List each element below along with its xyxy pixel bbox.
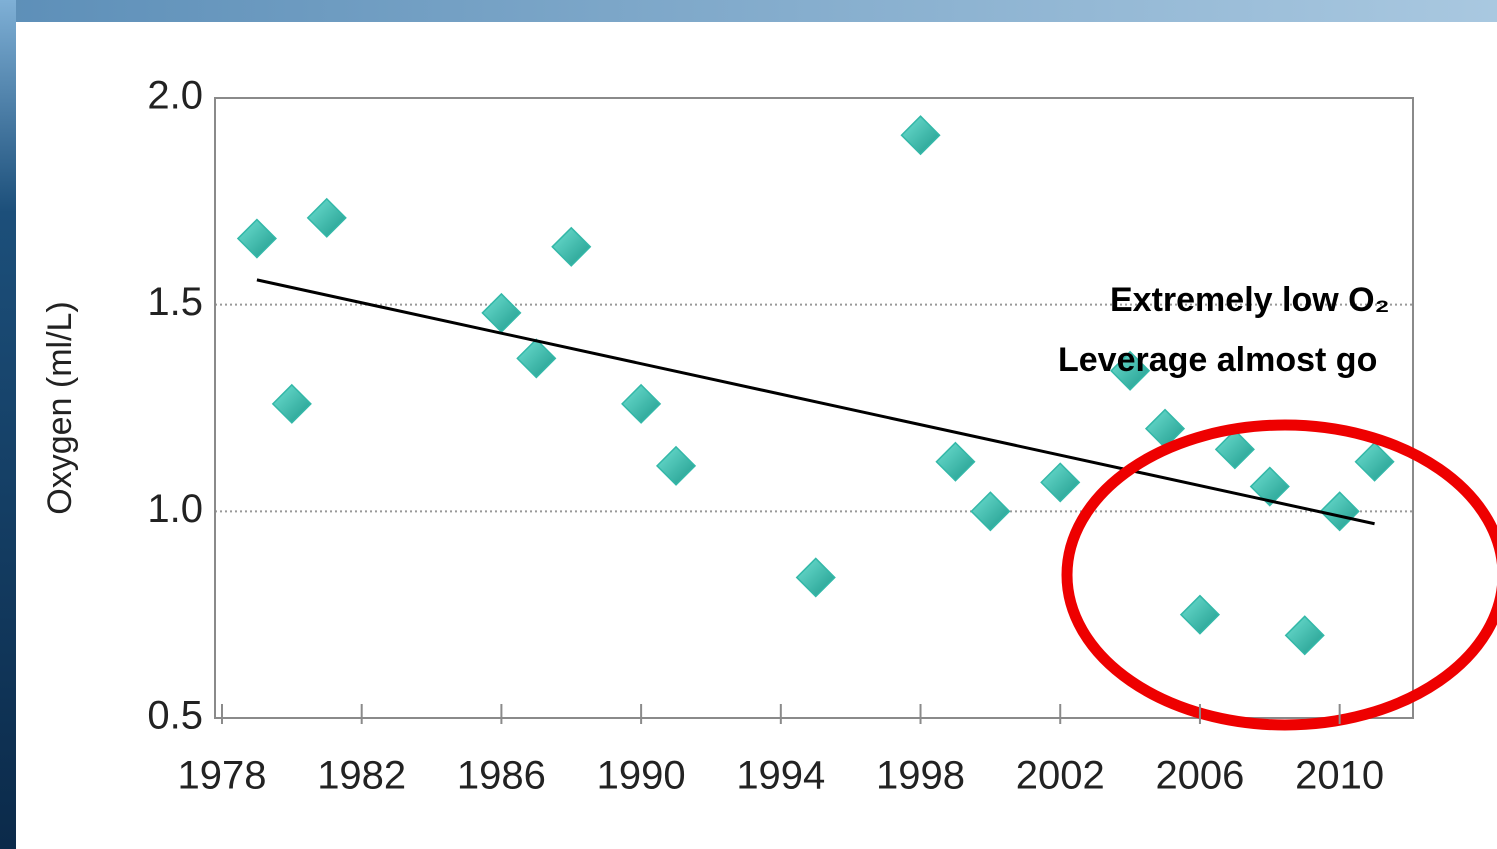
data-point xyxy=(621,383,662,424)
data-point xyxy=(935,441,976,482)
data-point xyxy=(1354,441,1395,482)
top-band xyxy=(0,0,1497,22)
x-tick-label: 1994 xyxy=(736,754,825,798)
x-tick-label: 1990 xyxy=(597,754,686,798)
data-point xyxy=(1319,491,1360,532)
y-tick-label: 1.5 xyxy=(147,280,203,324)
highlight-ellipse xyxy=(1061,419,1497,731)
data-point xyxy=(900,115,941,156)
x-tick-label: 2002 xyxy=(1016,754,1105,798)
x-tick-label: 2006 xyxy=(1155,754,1244,798)
x-tick-label: 1986 xyxy=(457,754,546,798)
x-tick-label: 2010 xyxy=(1295,754,1384,798)
data-point xyxy=(1179,594,1221,635)
x-tick-label: 1982 xyxy=(317,754,406,798)
trend-line xyxy=(256,278,1375,526)
y-tick-label: 0.5 xyxy=(147,694,203,738)
data-point xyxy=(1040,462,1081,503)
data-point xyxy=(516,338,557,379)
data-point xyxy=(551,226,592,267)
y-tick-label: 2.0 xyxy=(147,74,203,118)
data-point xyxy=(1214,429,1255,470)
annotation: Extremely low O₂ xyxy=(1110,281,1390,319)
data-point xyxy=(1249,466,1290,507)
data-point xyxy=(236,218,277,259)
y-tick-label: 1.0 xyxy=(147,487,203,531)
data-point xyxy=(1284,615,1325,656)
data-point xyxy=(970,491,1011,532)
data-point xyxy=(271,383,312,424)
x-tick-label: 1978 xyxy=(177,754,266,798)
data-point xyxy=(1110,350,1151,391)
data-point xyxy=(306,197,347,238)
data-point xyxy=(655,445,697,486)
plot-frame xyxy=(214,97,1414,719)
y-axis-label: Oxygen (ml/L) xyxy=(41,301,79,515)
data-point xyxy=(795,557,836,598)
annotation: Leverage almost go xyxy=(1058,341,1377,379)
left-band xyxy=(0,0,16,849)
x-tick-label: 1998 xyxy=(876,754,965,798)
